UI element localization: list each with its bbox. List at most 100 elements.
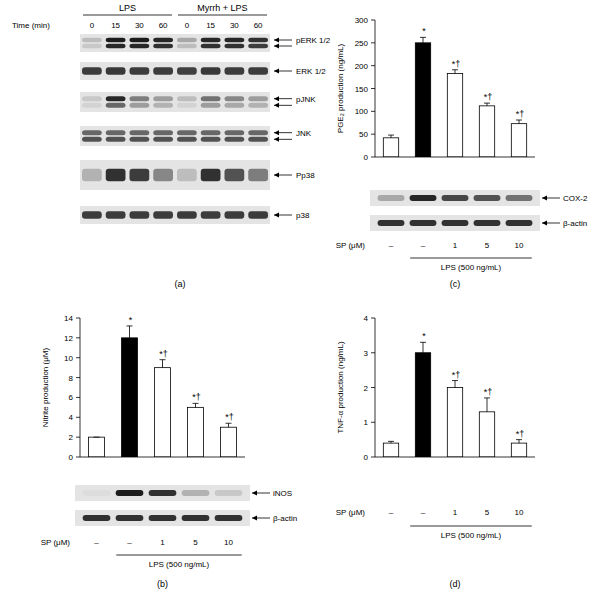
error-cap [226, 423, 232, 424]
y-tick [76, 318, 80, 319]
y-tick [76, 397, 80, 398]
band [177, 103, 197, 108]
significance-label: *† [484, 387, 493, 397]
significance-label: *† [516, 109, 525, 119]
y-tick-label: 6 [69, 393, 74, 402]
band [153, 96, 173, 101]
band [442, 220, 469, 226]
band [248, 130, 268, 135]
significance-label: *† [159, 349, 168, 359]
band [116, 515, 144, 521]
y-tick [76, 437, 80, 438]
band [248, 137, 268, 142]
y-tick [371, 387, 375, 388]
significance-label: *† [192, 392, 201, 402]
y-tick [371, 20, 375, 21]
blot-background [80, 160, 270, 190]
y-tick-label: 300 [355, 16, 369, 25]
arrow-head [542, 196, 547, 201]
x-tick-label: – [421, 508, 426, 517]
error-bar [516, 120, 522, 124]
blot-label: pJNK [296, 95, 316, 104]
bar [383, 443, 398, 457]
x-tick-label: 5 [193, 538, 198, 547]
band [474, 220, 501, 226]
band [248, 211, 268, 219]
x-tick-label: 1 [160, 538, 165, 547]
group-line [178, 15, 267, 16]
bar [415, 43, 430, 157]
error-line [519, 440, 520, 443]
band [116, 490, 144, 496]
significance-label: *† [225, 412, 234, 422]
band [225, 130, 245, 135]
bar-chart: **†*†*†01234TNF-α production (ng/mL)––15… [336, 314, 535, 589]
time-label: 15 [206, 21, 215, 30]
error-bar [127, 326, 133, 338]
y-tick [371, 318, 375, 319]
band [106, 96, 126, 101]
blot-label: COX-2 [563, 194, 588, 203]
error-line [487, 103, 488, 106]
y-tick [76, 337, 80, 338]
band [153, 38, 173, 43]
group-line [83, 15, 172, 16]
x-tick-label: 5 [485, 241, 490, 250]
error-cap [94, 437, 100, 438]
error-cap [484, 397, 490, 398]
blot-background [75, 510, 250, 526]
blot-label: JNK [296, 129, 312, 138]
band [153, 169, 173, 182]
group-line [410, 258, 532, 259]
band [248, 96, 268, 101]
band [201, 103, 221, 108]
band [106, 38, 126, 43]
y-tick-label: 100 [355, 107, 369, 116]
band [177, 169, 197, 182]
x-axis-label: SP (μM) [41, 538, 71, 547]
band [130, 137, 150, 142]
band [215, 490, 243, 496]
band [248, 169, 268, 182]
band [130, 103, 150, 108]
error-cap [388, 135, 394, 136]
y-tick-label: 2 [69, 433, 74, 442]
y-tick-label: 4 [69, 413, 74, 422]
significance-label: *† [452, 59, 461, 69]
band [153, 211, 173, 219]
panel-label: (a) [175, 279, 186, 289]
bars [89, 326, 237, 457]
error-cap [452, 380, 458, 381]
time-label: 15 [111, 21, 120, 30]
y-tick-label: 14 [64, 314, 73, 323]
band [177, 44, 197, 49]
y-tick [371, 352, 375, 353]
time-label: 60 [159, 21, 168, 30]
significance-label: *† [452, 370, 461, 380]
bar-chart: **†*†*†02468101214Nitrite production (μM… [41, 314, 298, 589]
band [201, 130, 221, 135]
error-line [455, 381, 456, 388]
band [106, 169, 126, 182]
band [410, 195, 437, 201]
x-tick-label: – [389, 508, 394, 517]
error-line [391, 135, 392, 138]
blot-label: Pp38 [296, 171, 315, 180]
y-tick [371, 422, 375, 423]
arrow-head [274, 44, 279, 49]
band [182, 515, 210, 521]
band [82, 38, 102, 43]
significance-label: *† [484, 92, 493, 102]
time-label: 30 [230, 21, 239, 30]
bar [479, 106, 494, 157]
time-axis-label: Time (min) [12, 21, 50, 30]
y-tick-label: 0 [69, 453, 74, 462]
significance-label: * [129, 315, 133, 325]
bar [447, 73, 462, 157]
band [130, 38, 150, 43]
y-tick-label: 1 [364, 418, 369, 427]
group-label: LPS [119, 3, 136, 13]
error-cap [484, 103, 490, 104]
x-tick-label: – [94, 538, 99, 547]
band [378, 195, 405, 201]
